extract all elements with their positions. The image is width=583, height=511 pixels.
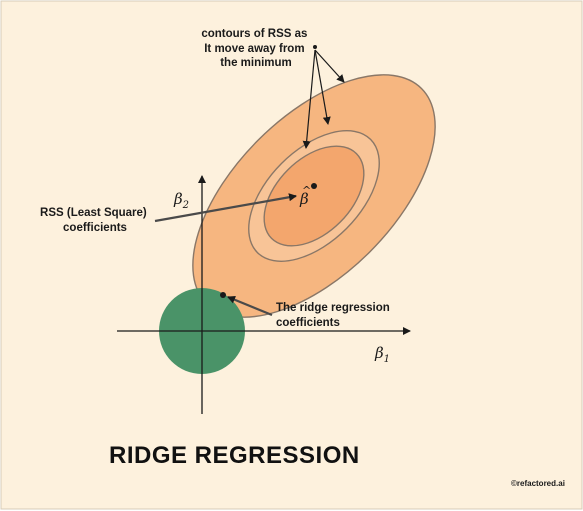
diagram-title: RIDGE REGRESSION xyxy=(109,442,360,469)
credit-label: ©refactored.ai xyxy=(511,479,565,488)
contours-annotation-anchor xyxy=(313,45,317,49)
beta-hat-accent: ^ xyxy=(302,184,311,197)
rss-minimum-point xyxy=(311,183,317,189)
ridge-solution-point xyxy=(220,292,226,298)
